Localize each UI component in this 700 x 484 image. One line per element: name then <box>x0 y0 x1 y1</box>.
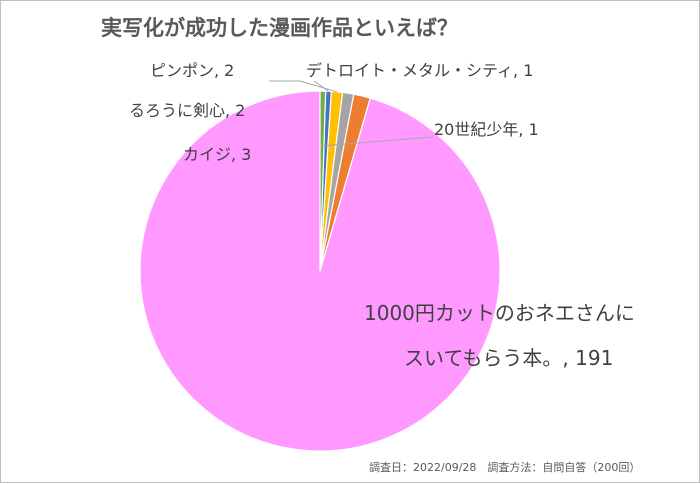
slice-label-detroit: デトロイト・メタル・シティ, 1 <box>306 61 533 80</box>
leader-line-detroit <box>313 80 329 92</box>
slice-label-pingpong: ピンポン, 2 <box>150 61 234 80</box>
leader-line-century <box>320 136 434 147</box>
pie-slices <box>139 90 501 452</box>
slice-label-main-line2: スいてもらう本。, 191 <box>404 346 613 370</box>
pie-slice-5 <box>319 90 327 272</box>
slice-label-kaiji: カイジ, 3 <box>183 145 251 164</box>
leader-lines <box>269 80 434 147</box>
slice-label-main-line1: 1000円カットのおネエさんに <box>364 301 635 325</box>
slice-label-century: 20世紀少年, 1 <box>434 120 539 139</box>
footnote: 調査日：2022/09/28 調査方法：自問自答（200回） <box>369 460 640 474</box>
chart-title: 実写化が成功した漫画作品といえば？ <box>101 16 458 40</box>
slice-label-rurouni: るろうに剣心, 2 <box>129 101 245 120</box>
